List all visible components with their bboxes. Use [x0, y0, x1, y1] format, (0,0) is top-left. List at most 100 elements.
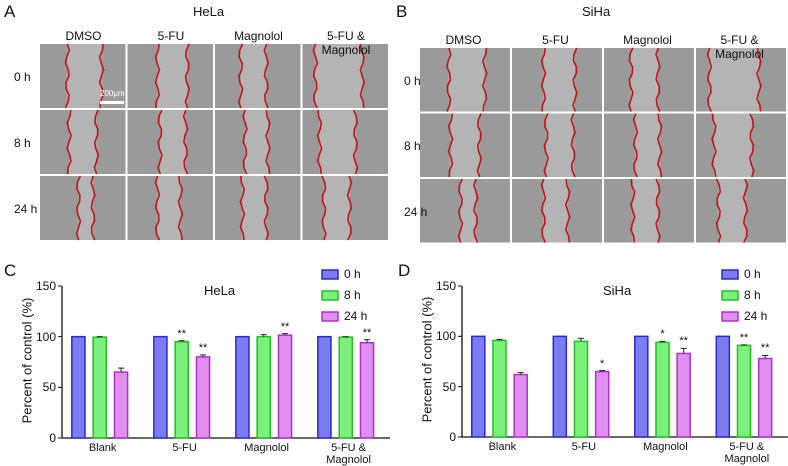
x-tick-label: 5-FU & Magnolol [724, 441, 770, 465]
wound-edge-line [312, 43, 319, 109]
microscopy-image [40, 109, 126, 175]
bar-24h-0 [513, 373, 528, 438]
wound-edge-line [655, 178, 661, 243]
wound-edge-line [265, 109, 271, 175]
legend-label: 8 h [744, 288, 761, 302]
microscopy-image [420, 113, 510, 178]
microscopy-image [604, 113, 694, 178]
x-tick-label: Magnolol [643, 441, 688, 453]
wound-edge-line [756, 47, 762, 112]
microscopy-image [696, 178, 786, 243]
legend-swatch [721, 311, 739, 322]
bar-8h-2 [256, 335, 272, 439]
significance-marker: ** [739, 331, 749, 344]
wound-edge-line [447, 113, 454, 178]
column-header: 5-FU [157, 29, 185, 43]
x-tick-label: Blank [88, 442, 117, 454]
y-tick-label: 50 [42, 380, 56, 395]
y-axis-label: Percent of control (%) [419, 296, 435, 423]
bar-24h-3 [359, 341, 375, 439]
wound-edge-line [472, 178, 479, 243]
wound-edge-line [481, 47, 488, 112]
wound-edge-line [184, 43, 191, 109]
microscopy-image [604, 47, 694, 112]
legend-label: 0 h [744, 267, 761, 281]
microscopy-image [512, 47, 602, 112]
y-tick-label: 100 [435, 329, 456, 344]
bar-8h-3 [736, 344, 752, 438]
column-header: Magnolol [234, 29, 283, 43]
bar-24h-1 [195, 356, 211, 439]
microscopy-image [696, 47, 786, 112]
bar-24h-2 [676, 352, 691, 438]
wound-edge-line [66, 109, 72, 175]
wound-edge-line [543, 113, 549, 178]
bar-24h-3 [757, 357, 773, 438]
panel-title-B: SiHa [582, 4, 611, 19]
microscopy-image [127, 109, 213, 175]
significance-marker: ** [177, 327, 186, 340]
microscopy-image [215, 175, 301, 241]
wound-edge-line [352, 109, 359, 175]
microscopy-image [302, 43, 388, 109]
legend-label: 24 h [744, 309, 768, 323]
y-tick-label: 150 [435, 279, 456, 293]
wound-edge-line [177, 175, 184, 241]
scale-bar-label: 200μm [100, 89, 125, 98]
microscopy-image [420, 178, 510, 243]
wound-edge-line [476, 113, 483, 178]
microscopy-image [696, 113, 786, 178]
y-tick-label: 50 [442, 379, 456, 394]
significance-marker: ** [362, 326, 372, 339]
bar-8h-1 [573, 340, 589, 438]
x-tick-label: 5-FU [172, 442, 197, 454]
bar-8h-0 [492, 339, 507, 438]
wound-edge-line [237, 43, 244, 109]
wound-edge-line [263, 175, 270, 241]
legend-label: 24 h [344, 309, 368, 323]
significance-marker: ** [760, 342, 770, 355]
wound-edge-line [656, 113, 663, 178]
panel-letter-B: B [396, 2, 408, 21]
legend-label: 8 h [344, 288, 361, 302]
bar-0h-2 [235, 335, 250, 439]
x-tick-label: Blank [488, 441, 517, 453]
microscopy-image [302, 175, 388, 241]
y-axis-label: Percent of control (%) [19, 297, 35, 424]
legend-swatch [321, 290, 339, 301]
wound-edge-line [316, 109, 323, 175]
significance-marker: * [660, 328, 665, 341]
column-header: 5-FU & Magnolol [715, 33, 764, 61]
wound-edge-line [75, 175, 82, 241]
wound-edge-line [93, 109, 100, 175]
y-tick-label: 0 [449, 430, 456, 444]
legend-swatch [321, 269, 339, 280]
wound-edge-line [629, 178, 636, 243]
microscopy-image [512, 178, 602, 243]
wound-edge-line [570, 113, 576, 178]
bar-8h-2 [655, 341, 670, 438]
wound-edge-line [564, 178, 571, 243]
y-tick-label: 150 [35, 279, 56, 293]
x-tick-label: 5-FU [571, 441, 597, 453]
column-header: DMSO [65, 29, 102, 43]
wound-edge-line [154, 175, 161, 241]
wound-edge-line [98, 43, 105, 109]
microscopy-image [40, 43, 126, 109]
wound-edge-line [321, 175, 327, 241]
significance-marker: * [600, 357, 605, 370]
row-header: 8 h [404, 139, 421, 154]
column-header: 5-FU & Magnolol [321, 29, 371, 57]
row-header: 8 h [14, 136, 31, 150]
wound-edge-line [711, 113, 717, 178]
wound-edge-line [655, 47, 661, 112]
wound-edge-line [628, 47, 634, 112]
bar-0h-0 [71, 335, 86, 439]
microscopy-image [420, 47, 510, 112]
significance-marker: ** [679, 335, 688, 348]
panel-letter-C: C [4, 261, 17, 280]
microscopy-image [127, 175, 213, 241]
legend-swatch [721, 290, 739, 301]
wound-edge-line [749, 113, 755, 178]
